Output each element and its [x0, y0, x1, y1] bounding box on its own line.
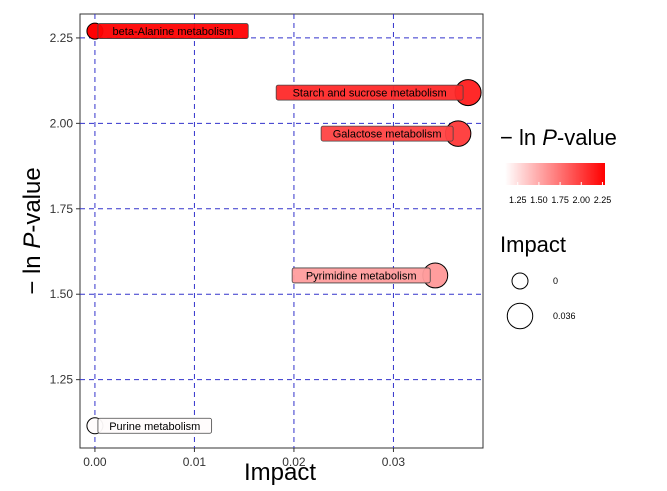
point-label: Purine metabolism — [109, 421, 200, 433]
point-label-box — [291, 267, 431, 284]
point-label-box — [97, 417, 213, 434]
color-legend-tick-label: 1.75 — [551, 195, 569, 205]
y-tick-label: 1.25 — [50, 373, 74, 387]
point-label-box — [320, 125, 454, 142]
y-tick-label: 1.50 — [50, 287, 74, 301]
size-legend-title: Impact — [500, 232, 566, 257]
y-tick-label: 2.25 — [50, 31, 74, 45]
data-point: beta-Alanine metabolism — [86, 22, 249, 40]
point-label: Galactose metabolism — [333, 129, 442, 141]
data-point: Starch and sucrose metabolism — [275, 79, 482, 107]
color-legend-ticks: 1.25 1.50 1.75 2.00 2.25 — [509, 182, 611, 205]
plot-panel — [79, 13, 484, 449]
y-axis: 1.25 1.50 1.75 2.00 2.25 — [50, 31, 80, 387]
x-tick-label: 0.00 — [83, 455, 107, 469]
point-label-box — [275, 84, 464, 101]
color-legend: − ln P-value 1.25 1.50 1.75 2.00 2.25 — [500, 125, 617, 205]
scatter-points: beta-Alanine metabolism Starch and sucros… — [86, 22, 482, 435]
x-axis-title: Impact — [244, 459, 316, 486]
x-tick-label: 0.03 — [382, 455, 406, 469]
x-axis: 0.00 0.01 0.02 0.03 — [83, 448, 405, 469]
color-legend-tick-label: 2.25 — [594, 195, 612, 205]
y-axis-title: − ln P-value — [19, 167, 46, 294]
size-legend: Impact 0 0.036 — [500, 232, 576, 330]
size-legend-label: 0.036 — [553, 311, 576, 321]
size-legend-circle — [506, 302, 534, 330]
point-label: Starch and sucrose metabolism — [293, 88, 447, 100]
color-legend-tick-label: 1.50 — [530, 195, 548, 205]
point-label: beta-Alanine metabolism — [113, 26, 234, 38]
y-tick-label: 1.75 — [50, 202, 74, 216]
color-legend-tick-label: 1.25 — [509, 195, 527, 205]
x-tick-label: 0.01 — [183, 455, 207, 469]
color-legend-bar — [505, 163, 605, 185]
x-tick-label: 0.02 — [282, 455, 306, 469]
y-tick-label: 2.00 — [50, 116, 74, 130]
color-legend-tick-label: 2.00 — [573, 195, 591, 205]
point-label: Pyrimidine metabolism — [306, 270, 417, 282]
data-point: Pyrimidine metabolism — [291, 262, 449, 289]
data-point: Purine metabolism — [86, 417, 213, 435]
point-label-box — [97, 23, 249, 39]
data-point: Galactose metabolism — [320, 120, 472, 147]
color-legend-title: − ln P-value — [500, 125, 617, 150]
size-legend-label: 0 — [553, 276, 558, 286]
size-legend-circle — [511, 272, 529, 290]
size-legend-entries: 0 0.036 — [506, 272, 576, 330]
